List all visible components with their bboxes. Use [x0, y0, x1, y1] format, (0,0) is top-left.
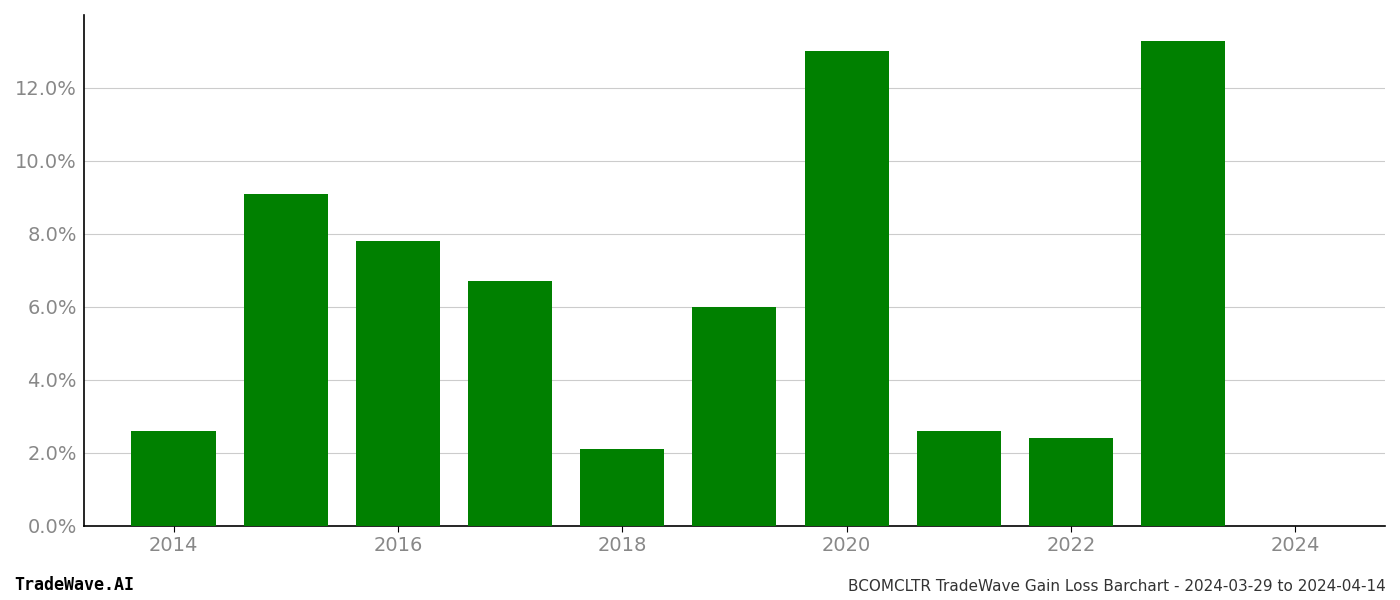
Text: TradeWave.AI: TradeWave.AI: [14, 576, 134, 594]
Bar: [580, 449, 665, 526]
Bar: [1141, 41, 1225, 526]
Bar: [1029, 438, 1113, 526]
Bar: [244, 194, 328, 526]
Bar: [356, 241, 440, 526]
Bar: [693, 307, 777, 526]
Bar: [805, 52, 889, 526]
Text: BCOMCLTR TradeWave Gain Loss Barchart - 2024-03-29 to 2024-04-14: BCOMCLTR TradeWave Gain Loss Barchart - …: [848, 579, 1386, 594]
Bar: [917, 431, 1001, 526]
Bar: [132, 431, 216, 526]
Bar: [468, 281, 552, 526]
